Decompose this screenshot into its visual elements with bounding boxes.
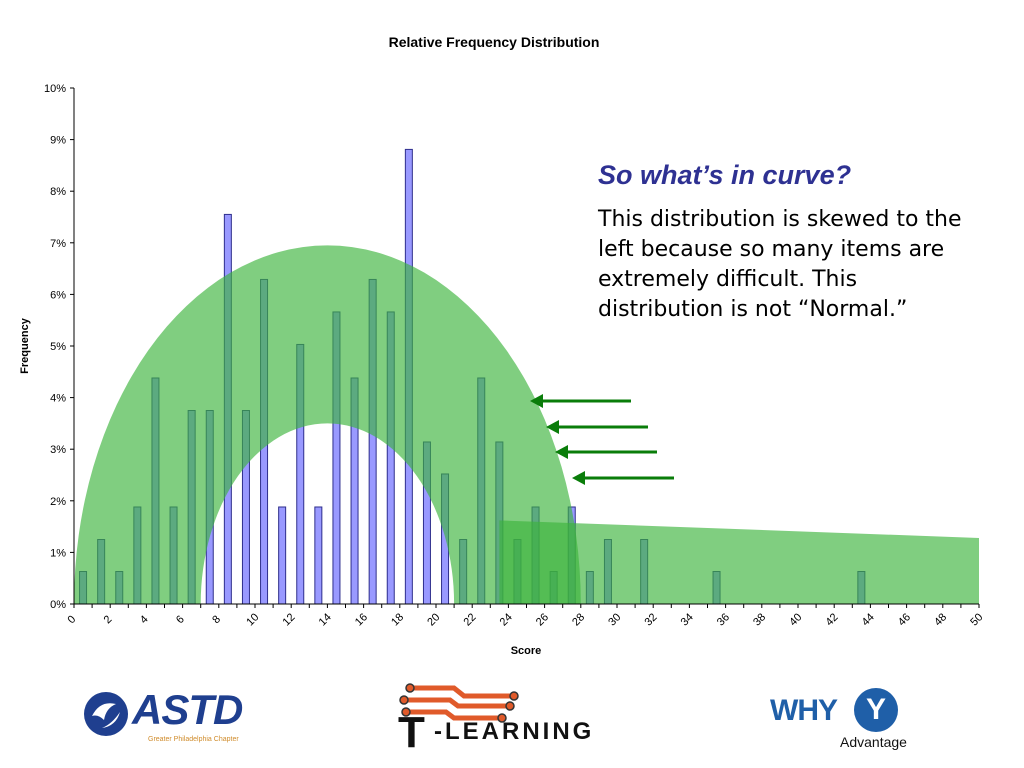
callout-heading: So what’s in curve? <box>598 160 852 190</box>
circuit-traces-icon <box>399 683 519 723</box>
x-tick-label-23: 46 <box>896 611 913 628</box>
callout: So what’s in curve? This distribution is… <box>598 160 988 325</box>
x-tick-label-13: 26 <box>534 611 551 628</box>
y-tick-label-2: 2% <box>50 496 66 508</box>
arrows-layer <box>530 394 674 485</box>
x-tick-label-8: 16 <box>353 611 370 628</box>
arrow-head-3 <box>572 471 585 485</box>
y-tick-label-6: 6% <box>50 289 66 301</box>
why-y-badge: Y <box>854 688 898 732</box>
axes-layer: 0%1%2%3%4%5%6%7%8%9%10%0 2 4 6 8 10 12 14 16 18 20… <box>44 83 985 628</box>
bar-11 <box>278 506 287 605</box>
why-advantage-label: Advantage <box>840 734 907 750</box>
astd-swirl-icon <box>84 692 128 736</box>
t-learning-wordmark: -LEARNING <box>434 718 595 745</box>
arrow-head-1 <box>546 420 559 434</box>
y-tick-label-10: 10% <box>44 83 66 95</box>
x-tick-label-5: 10 <box>244 611 261 628</box>
x-tick-label-17: 34 <box>679 611 696 628</box>
x-tick-label-3: 6 <box>174 613 187 626</box>
x-tick-label-15: 30 <box>606 611 623 628</box>
curve-tail-band <box>499 520 979 604</box>
y-tick-label-0: 0% <box>50 599 66 611</box>
y-tick-label-9: 9% <box>50 135 66 147</box>
x-tick-label-16: 32 <box>643 611 660 628</box>
relative-frequency-chart: Relative Frequency Distribution 0% 1% 2% 3%… <box>19 34 985 657</box>
x-tick-label-7: 14 <box>317 611 334 628</box>
bar-13 <box>314 506 323 605</box>
callout-body: This distribution is skewed to the left … <box>598 207 962 322</box>
curve-hump <box>74 245 581 604</box>
x-tick-label-22: 44 <box>860 611 877 628</box>
arrow-head-2 <box>555 445 568 459</box>
x-tick-label-20: 40 <box>787 611 804 628</box>
t-learning-logo: T -LEARNING <box>388 680 643 757</box>
astd-subtitle: Greater Philadelphia Chapter <box>148 736 239 743</box>
y-tick-label-4: 4% <box>50 393 66 405</box>
why-advantage-logo: WHY Y Advantage <box>770 688 930 754</box>
x-tick-label-4: 8 <box>210 613 223 626</box>
y-tick-label-1: 1% <box>50 547 66 559</box>
x-tick-label-18: 36 <box>715 611 732 628</box>
x-axis-label: Score <box>511 645 542 657</box>
y-tick-label-7: 7% <box>50 238 66 250</box>
x-tick-label-9: 18 <box>389 611 406 628</box>
x-tick-label-1: 2 <box>102 613 115 626</box>
y-tick-label-5: 5% <box>50 341 66 353</box>
x-tick-label-14: 28 <box>570 611 587 628</box>
arrow-head-0 <box>530 394 543 408</box>
x-tick-label-10: 20 <box>425 611 442 628</box>
x-tick-label-12: 24 <box>498 611 515 628</box>
x-tick-label-19: 38 <box>751 611 768 628</box>
t-learning-t: T <box>398 708 425 757</box>
x-tick-label-25: 50 <box>968 611 985 628</box>
chart-title: Relative Frequency Distribution <box>389 34 600 50</box>
x-tick-label-6: 12 <box>281 611 298 628</box>
green-curve-overlay <box>74 245 979 604</box>
x-tick-label-21: 42 <box>824 611 841 628</box>
x-tick-label-11: 22 <box>462 611 479 628</box>
x-tick-label-2: 4 <box>138 613 151 626</box>
y-tick-label-3: 3% <box>50 444 66 456</box>
x-tick-label-0: 0 <box>65 613 78 626</box>
x-tick-label-24: 48 <box>932 611 949 628</box>
astd-wordmark: ASTD <box>132 686 243 733</box>
y-axis-label: Frequency <box>19 317 31 374</box>
y-tick-label-8: 8% <box>50 186 66 198</box>
why-wordmark: WHY <box>770 694 838 727</box>
astd-logo: ASTD Greater Philadelphia Chapter <box>82 686 252 748</box>
